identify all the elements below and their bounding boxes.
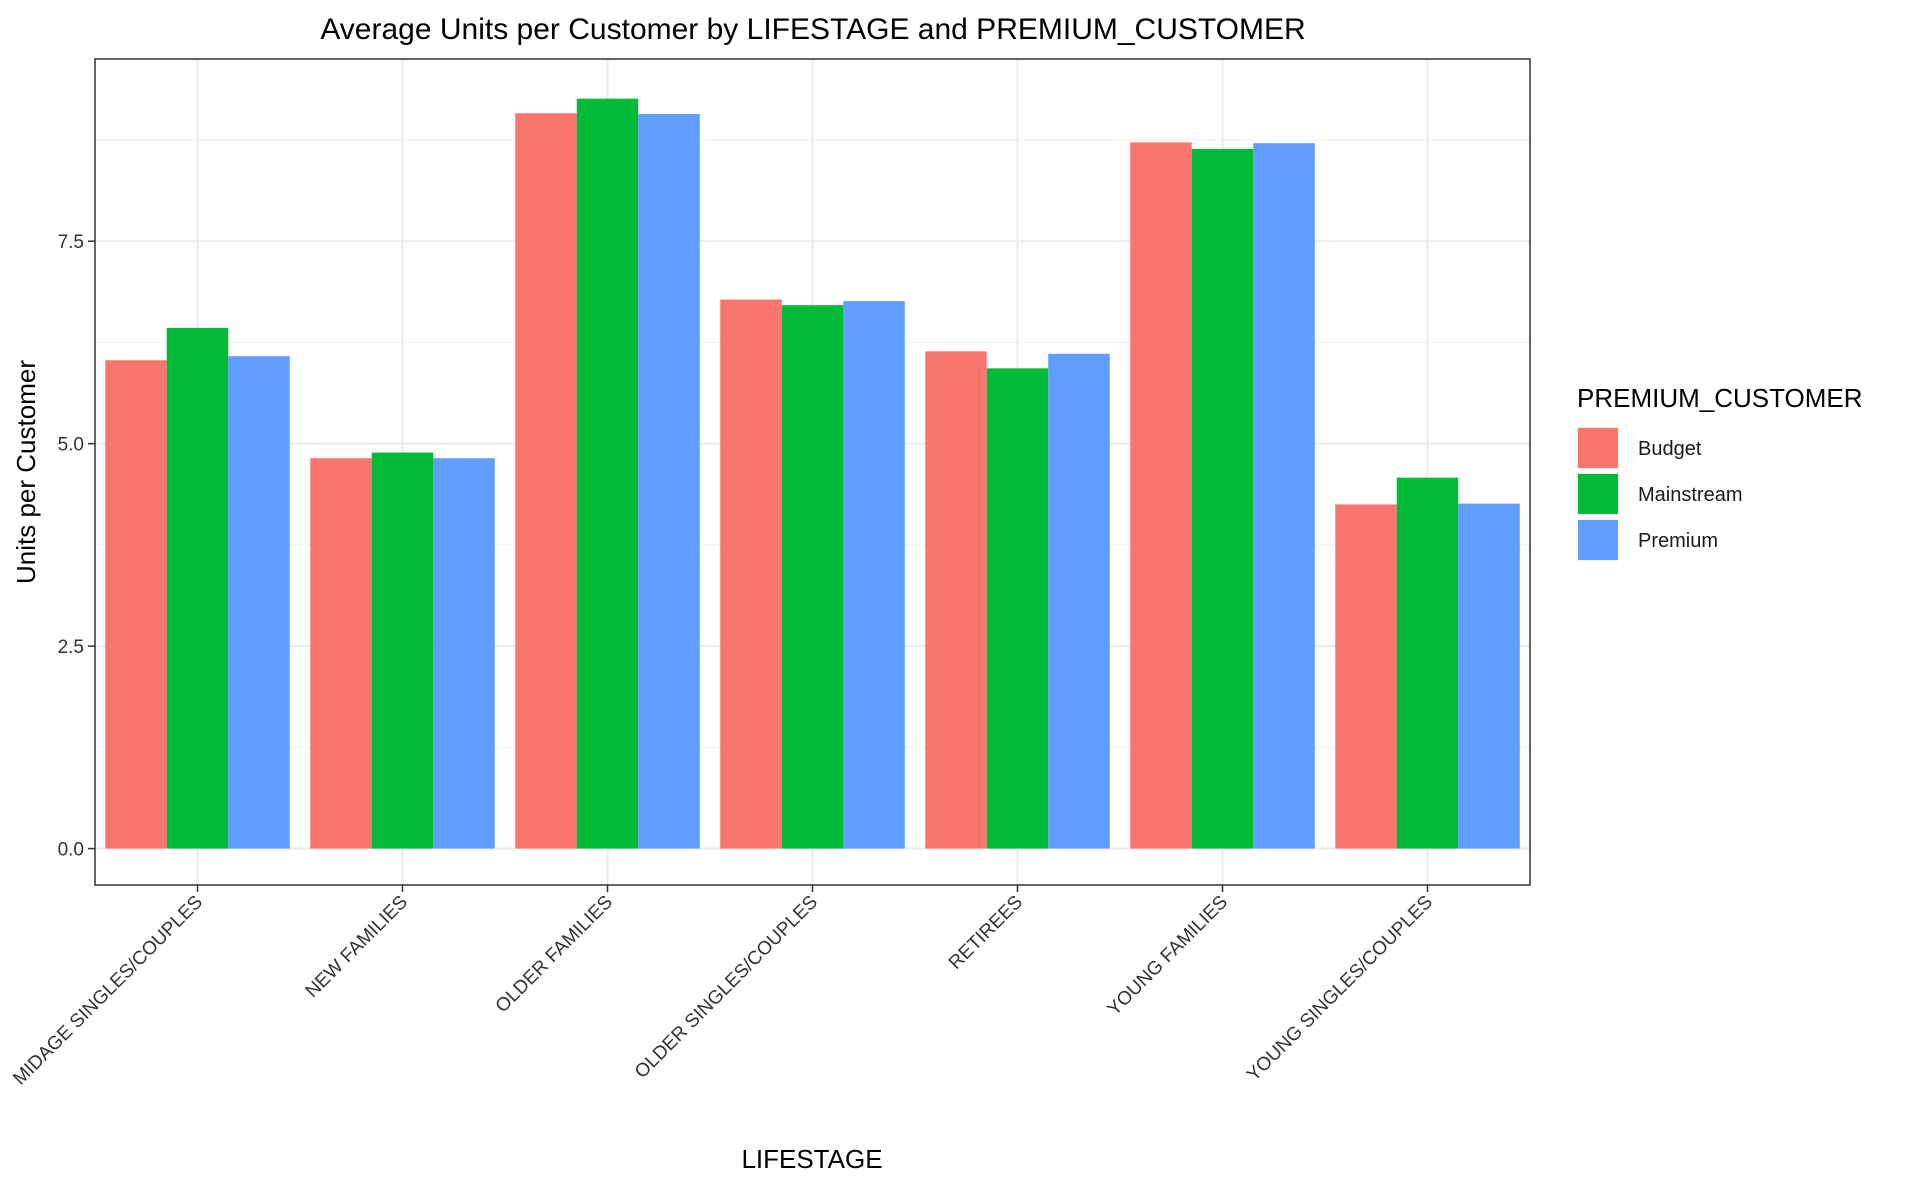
- bar-premium: [843, 301, 905, 849]
- bar-mainstream: [166, 327, 229, 849]
- y-tick-label: 7.5: [58, 232, 84, 253]
- x-tick-label: YOUNG SINGLES/COUPLES: [1243, 892, 1437, 1086]
- bar-premium: [638, 114, 700, 849]
- x-tick-label: OLDER SINGLES/COUPLES: [631, 892, 822, 1083]
- legend-label-premium: Premium: [1638, 530, 1718, 552]
- bar-layer: [105, 98, 1520, 849]
- bar-premium: [1458, 503, 1520, 849]
- y-tick-label: 2.5: [58, 637, 84, 658]
- x-axis: MIDAGE SINGLES/COUPLES NEW FAMILIES OLDER …: [9, 885, 1437, 1089]
- x-tick-label: OLDER FAMILIES: [492, 892, 617, 1017]
- bar-premium: [1253, 143, 1315, 849]
- plot-panel: [94, 58, 1531, 886]
- bar-premium: [433, 458, 495, 849]
- x-tick-label: NEW FAMILIES: [302, 892, 412, 1002]
- legend-title: PREMIUM_CUSTOMER: [1577, 383, 1863, 413]
- bar-mainstream: [1396, 477, 1459, 849]
- y-tick-label: 0.0: [58, 840, 84, 861]
- y-axis-title: Units per Customer: [11, 360, 41, 584]
- bar-mainstream: [781, 305, 844, 849]
- legend-swatch-mainstream: [1578, 474, 1618, 514]
- legend-swatch-premium: [1578, 520, 1618, 560]
- bar-budget: [105, 360, 167, 849]
- legend-label-budget: Budget: [1638, 438, 1702, 460]
- legend-label-mainstream: Mainstream: [1638, 484, 1742, 506]
- bar-budget: [720, 299, 782, 849]
- bar-mainstream: [1191, 148, 1254, 849]
- x-tick-label: YOUNG FAMILIES: [1104, 892, 1232, 1020]
- bar-budget: [515, 113, 577, 849]
- bar-budget: [1130, 142, 1192, 849]
- bar-premium: [1048, 353, 1110, 849]
- x-axis-title: LIFESTAGE: [741, 1144, 882, 1174]
- bar-budget: [925, 351, 987, 849]
- bar-budget: [310, 458, 372, 849]
- bar-mainstream: [371, 452, 434, 849]
- y-tick-label: 5.0: [58, 435, 84, 456]
- bar-premium: [228, 356, 290, 849]
- chart-title: Average Units per Customer by LIFESTAGE …: [320, 13, 1305, 46]
- legend-swatch-budget: [1578, 428, 1618, 468]
- y-axis: 0.0 2.5 5.0 7.5: [58, 232, 95, 861]
- x-tick-label: MIDAGE SINGLES/COUPLES: [9, 892, 207, 1090]
- bar-mainstream: [576, 98, 639, 849]
- bar-mainstream: [986, 368, 1049, 849]
- x-tick-label: RETIREES: [945, 892, 1027, 974]
- bar-budget: [1335, 504, 1397, 849]
- legend: PREMIUM_CUSTOMER Budget Mainstream Premium: [1577, 383, 1863, 561]
